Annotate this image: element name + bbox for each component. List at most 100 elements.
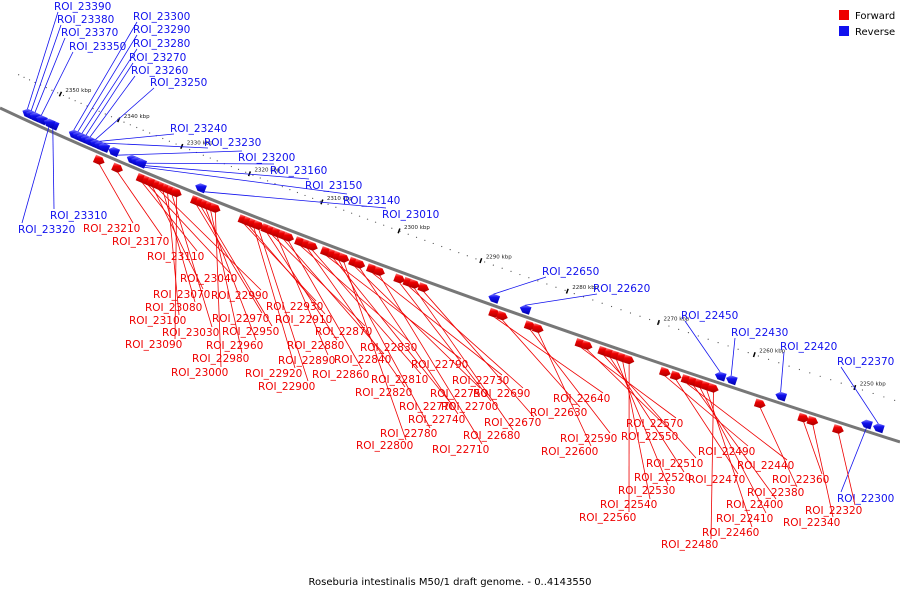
forward-gene-label: ROI_22320 — [805, 505, 862, 517]
minor-tick — [441, 245, 443, 248]
minor-tick — [778, 362, 780, 364]
forward-leader-line — [162, 191, 196, 303]
reverse-gene-label: ROI_23300 — [133, 11, 190, 23]
forward-gene-arrow — [806, 415, 819, 426]
reverse-gene-label: ROI_23390 — [54, 1, 111, 13]
minor-tick — [123, 121, 125, 123]
minor-tick — [629, 312, 632, 314]
forward-leader-line — [253, 227, 296, 369]
forward-gene-label: ROI_22590 — [560, 433, 617, 445]
minor-tick — [175, 143, 177, 145]
scale-tick-label: 2290 kbp — [486, 255, 512, 261]
forward-leader-line — [167, 193, 180, 316]
forward-leader-line — [538, 332, 592, 447]
forward-gene-label: ROI_23170 — [112, 236, 169, 248]
forward-gene-label: ROI_22460 — [702, 527, 759, 539]
forward-gene-label: ROI_22670 — [484, 417, 541, 429]
strand-legend: Forward Reverse — [839, 10, 895, 38]
reverse-gene-label: ROI_23260 — [131, 65, 188, 77]
minor-tick — [57, 92, 59, 94]
scale-tick — [752, 352, 756, 358]
forward-gene-label: ROI_22870 — [315, 326, 372, 338]
forward-leader-line — [214, 212, 222, 368]
forward-gene-label: ROI_22440 — [737, 460, 794, 472]
map-caption: Roseburia intestinalis M50/1 draft genom… — [308, 577, 592, 588]
minor-tick — [510, 270, 512, 272]
forward-gene-arrow — [353, 258, 366, 269]
minor-tick — [209, 157, 211, 159]
forward-leader-line — [379, 275, 483, 445]
reverse-leader-line — [40, 51, 74, 116]
forward-gene-label: ROI_22380 — [747, 487, 804, 499]
forward-gene-label: ROI_23030 — [162, 327, 219, 339]
forward-gene-label: ROI_22780 — [380, 428, 437, 440]
minor-tick — [110, 116, 113, 118]
minor-tick — [707, 338, 709, 340]
minor-tick — [449, 248, 451, 251]
forward-leader-line — [343, 262, 407, 441]
forward-gene-label: ROI_23080 — [145, 302, 202, 314]
minor-tick — [45, 87, 47, 89]
minor-tick — [528, 277, 530, 279]
forward-gene-label: ROI_23000 — [171, 367, 228, 379]
reverse-leader-line — [684, 320, 721, 373]
forward-leader-line — [171, 194, 213, 328]
reverse-leader-line — [840, 366, 879, 424]
minor-tick — [809, 372, 811, 374]
scale-tick — [565, 288, 569, 294]
minor-tick — [358, 215, 361, 217]
forward-leader-line — [803, 422, 823, 475]
forward-gene-arrow — [707, 382, 719, 393]
minor-tick — [475, 258, 477, 260]
forward-leader-line — [665, 376, 749, 447]
forward-gene-label: ROI_22410 — [716, 513, 773, 525]
reverse-leader-line — [200, 191, 387, 209]
reverse-leader-line — [85, 62, 134, 136]
forward-gene-label: ROI_22600 — [541, 446, 598, 458]
reverse-leader-line — [730, 337, 736, 376]
reverse-gene-label: ROI_23270 — [129, 52, 186, 64]
reverse-leader-line — [840, 427, 867, 493]
forward-gene-label: ROI_22730 — [452, 375, 509, 387]
forward-leader-line — [326, 255, 462, 360]
forward-gene-label: ROI_22930 — [266, 301, 323, 313]
minor-tick — [564, 289, 566, 292]
forward-leader-line — [675, 379, 739, 475]
forward-gene-label: ROI_22750 — [430, 388, 487, 400]
minor-tick — [727, 345, 729, 347]
minor-tick — [620, 309, 622, 311]
minor-tick — [327, 203, 329, 205]
reverse-gene-label: ROI_22620 — [593, 283, 650, 295]
reverse-leader-line — [103, 142, 209, 149]
minor-tick — [259, 177, 261, 179]
forward-gene-arrow — [488, 307, 500, 318]
minor-tick — [289, 188, 291, 191]
minor-tick — [737, 348, 739, 350]
minor-tick — [610, 305, 613, 308]
legend-swatch-reverse — [839, 26, 849, 36]
forward-gene-label: ROI_22690 — [473, 388, 530, 400]
scale-tick — [397, 228, 401, 234]
minor-tick — [202, 154, 204, 156]
forward-gene-label: ROI_22860 — [312, 369, 369, 381]
minor-tick — [23, 76, 25, 78]
minor-tick — [492, 264, 494, 266]
forward-leader-line — [205, 208, 257, 341]
minor-tick — [136, 126, 138, 129]
scale-tick — [656, 319, 660, 326]
minor-tick — [717, 341, 719, 344]
forward-leader-line — [283, 239, 385, 355]
forward-gene-arrow — [523, 320, 536, 331]
forward-gene-arrow — [669, 370, 682, 381]
forward-gene-arrow — [531, 323, 544, 333]
forward-gene-arrow — [622, 354, 635, 365]
reverse-gene-label: ROI_22420 — [780, 341, 837, 353]
reverse-gene-label: ROI_23200 — [238, 152, 295, 164]
reverse-leader-line — [52, 128, 55, 210]
minor-tick — [861, 389, 864, 391]
minor-tick — [678, 328, 680, 330]
minor-tick — [484, 261, 486, 263]
minor-tick — [458, 252, 460, 254]
reverse-gene-label: ROI_23310 — [50, 210, 107, 222]
